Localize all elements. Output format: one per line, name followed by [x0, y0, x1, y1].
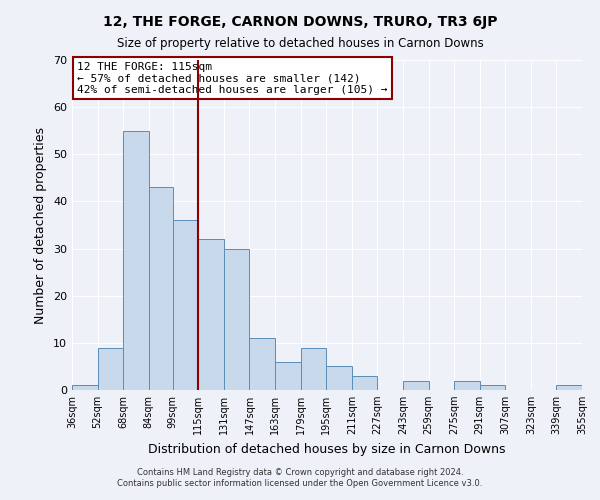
Bar: [326, 366, 352, 390]
Bar: [352, 376, 377, 390]
Text: Contains HM Land Registry data © Crown copyright and database right 2024.
Contai: Contains HM Land Registry data © Crown c…: [118, 468, 482, 487]
Bar: [72, 386, 98, 390]
Bar: [123, 130, 149, 390]
Text: 12 THE FORGE: 115sqm
← 57% of detached houses are smaller (142)
42% of semi-deta: 12 THE FORGE: 115sqm ← 57% of detached h…: [77, 62, 388, 95]
Bar: [556, 386, 582, 390]
Bar: [224, 248, 250, 390]
Bar: [454, 380, 479, 390]
Y-axis label: Number of detached properties: Number of detached properties: [34, 126, 47, 324]
Bar: [582, 386, 600, 390]
Text: Size of property relative to detached houses in Carnon Downs: Size of property relative to detached ho…: [116, 38, 484, 51]
Text: 12, THE FORGE, CARNON DOWNS, TRURO, TR3 6JP: 12, THE FORGE, CARNON DOWNS, TRURO, TR3 …: [103, 15, 497, 29]
Bar: [275, 362, 301, 390]
Bar: [301, 348, 326, 390]
Bar: [199, 239, 224, 390]
Bar: [479, 386, 505, 390]
Bar: [149, 188, 173, 390]
Bar: [98, 348, 123, 390]
X-axis label: Distribution of detached houses by size in Carnon Downs: Distribution of detached houses by size …: [148, 442, 506, 456]
Bar: [250, 338, 275, 390]
Bar: [403, 380, 428, 390]
Bar: [173, 220, 199, 390]
